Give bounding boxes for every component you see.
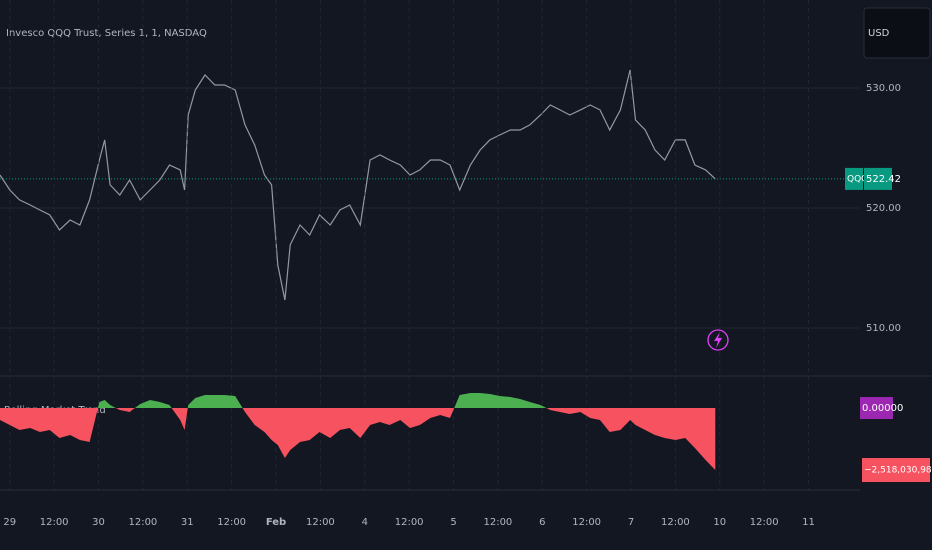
x-tick-label: 30	[92, 517, 105, 528]
x-tick-label: 12:00	[217, 517, 246, 528]
last-price-tag-box	[845, 167, 863, 190]
last-value-box	[862, 458, 930, 483]
currency-box[interactable]	[863, 7, 931, 59]
price-line	[0, 69, 716, 301]
y-tick-label: 520.00	[866, 203, 901, 214]
x-tick-label: 7	[628, 517, 634, 528]
y-tick-label: 0.00000	[862, 403, 903, 414]
x-tick-label: 12:00	[483, 517, 512, 528]
x-tick-label: 4	[362, 517, 368, 528]
x-tick-label: 12:00	[128, 517, 157, 528]
y-tick-label: 510.00	[866, 323, 901, 334]
currency[interactable]: USD	[868, 28, 890, 39]
alert-icon[interactable]	[707, 329, 729, 351]
x-tick-label: 11	[802, 517, 815, 528]
x-tick-label: Feb	[266, 517, 286, 528]
x-tick-label: 31	[181, 517, 194, 528]
alert-bolt[interactable]	[714, 332, 722, 348]
x-tick-label: 12:00	[572, 517, 601, 528]
y-tick-label: 530.00	[866, 83, 901, 94]
series-name-tag: QQQ	[847, 174, 868, 184]
x-tick-label: 12:00	[661, 517, 690, 528]
x-tick-label: 12:00	[40, 517, 69, 528]
last-price-box	[864, 167, 892, 190]
x-tick-label: 5	[450, 517, 456, 528]
last-price-label: 522.42	[866, 174, 901, 185]
alert-circle[interactable]	[707, 329, 729, 351]
x-tick-label: 12:00	[395, 517, 424, 528]
zero-label-box	[860, 397, 893, 420]
x-tick-label: 12:00	[306, 517, 335, 528]
x-tick-label: 12:00	[750, 517, 779, 528]
last-value-label: −2,518,030,980.00000	[864, 466, 932, 476]
chart-title: Invesco QQQ Trust, Series 1, 1, NASDAQ	[6, 28, 207, 39]
x-tick-label: 6	[539, 517, 545, 528]
x-tick-label: 29	[3, 517, 16, 528]
trend-area	[0, 393, 716, 470]
x-tick-label: 10	[713, 517, 726, 528]
